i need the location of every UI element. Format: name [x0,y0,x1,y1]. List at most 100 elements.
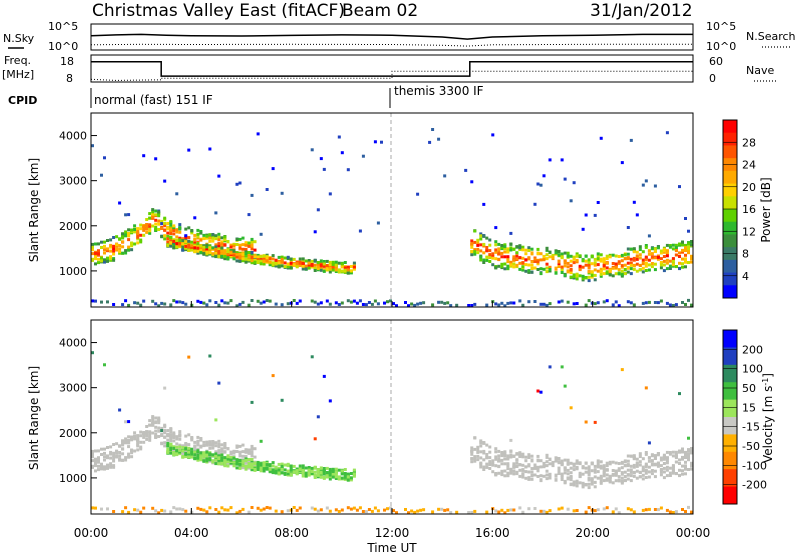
power-echo-cell [653,184,657,188]
power-echo-cell [491,256,495,260]
velocity-echo-cell [587,470,591,474]
power-echo-cell [94,299,97,303]
power-echo-cell [91,258,94,262]
power-echo-cell [211,252,215,256]
power-echo-cell [274,258,278,262]
power-echo-cell [196,235,200,239]
velocity-echo-cell [298,464,302,468]
velocity-echo-cell [157,435,161,438]
velocity-echo-cell [503,450,507,454]
power-echo-cell [166,237,170,241]
power-echo-cell [626,252,630,256]
power-echo-cell [208,246,212,250]
power-echo-cell [145,218,149,221]
velocity-echo-cell [184,509,188,513]
power-echo-cell [214,255,218,259]
velocity-echo-cell [674,460,678,464]
power-echo-cell [524,263,528,267]
power-echo-cell [181,245,185,248]
velocity-echo-cell [518,455,522,458]
power-echo-cell [340,151,344,155]
velocity-echo-cell [482,468,486,471]
velocity-echo-cell [644,468,648,472]
power-echo-cell [647,258,651,262]
power-echo-cell [313,269,317,272]
power-echo-cell [100,256,103,260]
velocity-echo-cell [97,459,100,463]
velocity-echo-cell [518,451,522,455]
velocity-echo-cell [614,469,618,473]
velocity-echo-cell [301,469,305,472]
velocity-echo-cell [684,456,687,459]
power-echo-cell [506,257,510,261]
velocity-echo-cell [214,462,218,466]
power-echo-cell [220,246,224,250]
velocity-echo-cell [681,447,684,451]
velocity-echo-cell [506,508,510,512]
power-echo-cell [602,272,606,276]
power-echo-cell [512,255,516,259]
velocity-echo-cell [494,450,498,454]
power-echo-cell [268,299,272,303]
velocity-echo-cell [590,477,594,481]
power-echo-cell [518,256,522,260]
velocity-echo-cell [635,457,639,461]
velocity-echo-cell [121,447,125,451]
velocity-echo-cell [349,476,353,480]
power-echo-cell [536,251,540,255]
power-echo-cell [563,177,567,181]
velocity-echo-cell [322,467,326,470]
x-tick-label: 08:00 [274,526,309,540]
velocity-echo-cell [389,506,392,510]
power-echo-cell [467,304,471,307]
velocity-echo-cell [602,479,606,483]
velocity-echo-cell [148,436,152,440]
power-echo-cell [563,259,567,263]
power-echo-cell [678,255,681,258]
power-echo-cell [319,268,323,272]
velocity-echo-cell [560,506,564,510]
velocity-echo-cell [536,469,540,473]
velocity-echo-cell [91,459,94,463]
velocity-echo-cell [310,466,314,470]
velocity-echo-cell [620,472,624,476]
velocity-echo-cell [109,456,113,460]
velocity-echo-cell [690,467,693,471]
power-echo-cell [653,247,657,251]
velocity-echo-cell [620,368,624,372]
velocity-echo-cell [647,456,651,460]
power-echo-cell [277,255,281,259]
velocity-echo-cell [211,443,215,447]
power-echo-cell [136,241,140,245]
velocity-echo-cell [422,508,426,512]
power-echo-cell [530,263,534,267]
velocity-colorbar-label: Velocity [m s-1] [761,373,776,463]
velocity-echo-cell [671,466,675,470]
velocity-echo-cell [352,506,356,510]
velocity-echo-cell [602,507,606,511]
velocity-echo-cell [319,475,323,479]
power-echo-cell [154,222,158,226]
power-echo-cell [211,236,215,240]
velocity-colorbar-tick-label: 50 [742,382,756,395]
velocity-echo-cell [346,473,350,477]
velocity-echo-cell [644,476,648,479]
velocity-echo-cell [175,437,179,441]
velocity-echo-cell [575,509,579,512]
velocity-echo-cell [214,444,218,448]
velocity-echo-cell [109,462,113,466]
velocity-echo-cell [665,461,669,465]
velocity-echo-cell [214,454,218,458]
freq-panel: Freq. [MHz] 18 8 60 0 Nave [2,54,776,85]
power-echo-cell [665,261,669,265]
velocity-echo-cell [193,440,197,444]
velocity-echo-cell [575,479,579,483]
velocity-echo-cell [656,453,660,457]
power-echo-cell [154,227,158,231]
power-echo-cell [94,262,97,266]
power-echo-cell [319,263,323,267]
power-colorbar-segment [723,272,737,286]
velocity-echo-cell [202,451,206,455]
velocity-echo-cell [343,473,347,477]
velocity-echo-cell [596,470,600,474]
